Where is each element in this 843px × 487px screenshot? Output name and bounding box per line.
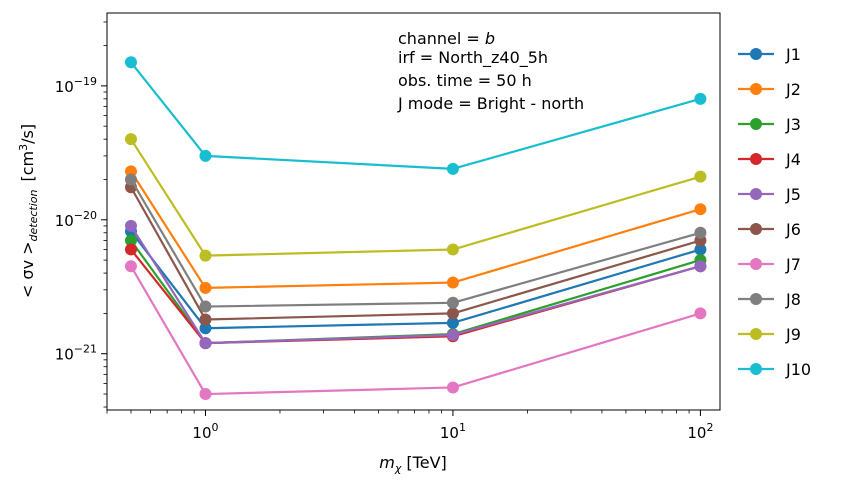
legend-item-j2: J2 xyxy=(738,80,801,99)
series-j7 xyxy=(124,260,707,401)
legend-label: J3 xyxy=(785,115,801,134)
legend-item-j4: J4 xyxy=(738,150,801,169)
data-point xyxy=(694,260,707,273)
legend-marker xyxy=(750,363,762,375)
legend-label: J10 xyxy=(785,360,811,379)
data-point xyxy=(446,276,459,289)
data-point xyxy=(199,388,212,401)
annotation-channel: channel = b xyxy=(398,29,495,48)
data-point xyxy=(124,56,137,69)
data-point xyxy=(694,170,707,183)
data-point xyxy=(124,219,137,232)
data-point xyxy=(694,203,707,216)
legend-item-j10: J10 xyxy=(738,360,811,379)
legend-item-j9: J9 xyxy=(738,325,801,344)
annotation-obs-time: obs. time = 50 h xyxy=(398,71,532,90)
legend-marker xyxy=(750,118,762,130)
data-point xyxy=(124,243,137,256)
series-line xyxy=(130,230,701,330)
legend-label: J6 xyxy=(785,220,801,239)
annotation-jmode: J mode = Bright - north xyxy=(397,94,584,113)
data-point xyxy=(446,328,459,341)
series-line xyxy=(130,138,701,257)
legend-marker xyxy=(750,48,762,60)
x-tick-label: 101 xyxy=(440,421,466,442)
data-point xyxy=(124,260,137,273)
legend-item-j6: J6 xyxy=(738,220,801,239)
data-point xyxy=(694,92,707,105)
series-line xyxy=(130,225,701,345)
series-layer xyxy=(124,56,707,401)
x-axis-label: mχ [TeV] xyxy=(379,453,447,475)
y-tick-label: 10−19 xyxy=(55,75,97,96)
y-axis-label: < σv >detection[cm3/s] xyxy=(17,124,40,298)
series-j9 xyxy=(124,133,707,262)
series-line xyxy=(130,265,701,396)
y-tick-label: 10−20 xyxy=(55,209,97,230)
series-j8 xyxy=(124,173,707,313)
legend-label: J5 xyxy=(785,185,801,204)
legend-label: J8 xyxy=(785,290,801,309)
data-point xyxy=(694,307,707,320)
data-point xyxy=(199,322,212,335)
data-point xyxy=(199,313,212,326)
series-j5 xyxy=(124,219,707,350)
series-j2 xyxy=(124,165,707,294)
series-j1 xyxy=(124,225,707,335)
legend-label: J9 xyxy=(785,325,801,344)
series-line xyxy=(130,170,701,290)
legend-item-j8: J8 xyxy=(738,290,801,309)
legend-marker xyxy=(750,188,762,200)
legend-marker xyxy=(750,293,762,305)
data-point xyxy=(199,300,212,313)
y-tick-label: 10−21 xyxy=(55,343,97,364)
legend-item-j5: J5 xyxy=(738,185,801,204)
data-point xyxy=(124,133,137,146)
major-ticks: 100 101 102 10−21 10−20 10−19 xyxy=(55,75,714,442)
data-point xyxy=(446,307,459,320)
plot-area xyxy=(106,12,721,411)
series-j10 xyxy=(124,56,707,175)
data-point xyxy=(199,337,212,350)
series-line xyxy=(130,186,701,321)
data-point xyxy=(446,381,459,394)
data-point xyxy=(446,243,459,256)
data-point xyxy=(446,162,459,175)
legend-marker xyxy=(750,83,762,95)
data-point xyxy=(694,226,707,239)
legend-marker xyxy=(750,258,762,270)
annotation-irf: irf = North_z40_5h xyxy=(398,48,548,68)
legend-label: J4 xyxy=(785,150,801,169)
legend-marker xyxy=(750,328,762,340)
legend-label: J7 xyxy=(785,255,801,274)
series-line xyxy=(130,61,701,170)
data-point xyxy=(694,243,707,256)
legend-marker xyxy=(750,223,762,235)
legend-marker xyxy=(750,153,762,165)
x-tick-label: 100 xyxy=(192,421,218,442)
minor-ticks xyxy=(103,21,690,414)
data-point xyxy=(124,234,137,247)
data-point xyxy=(446,296,459,309)
annotation-channel-value: b xyxy=(485,29,495,48)
data-point xyxy=(446,316,459,329)
series-line xyxy=(130,178,701,308)
legend: J1 J2 J3 J4 J5 J6 J7 J8 J9 J10 xyxy=(738,45,811,379)
data-point xyxy=(124,173,137,186)
x-tick-label: 102 xyxy=(687,421,713,442)
annotation-block: channel = b irf = North_z40_5h obs. time… xyxy=(397,29,584,113)
legend-label: J2 xyxy=(785,80,801,99)
data-point xyxy=(199,281,212,294)
legend-item-j1: J1 xyxy=(738,45,801,64)
data-point xyxy=(199,149,212,162)
legend-item-j3: J3 xyxy=(738,115,801,134)
legend-label: J1 xyxy=(785,45,801,64)
legend-item-j7: J7 xyxy=(738,255,801,274)
data-point xyxy=(199,249,212,262)
